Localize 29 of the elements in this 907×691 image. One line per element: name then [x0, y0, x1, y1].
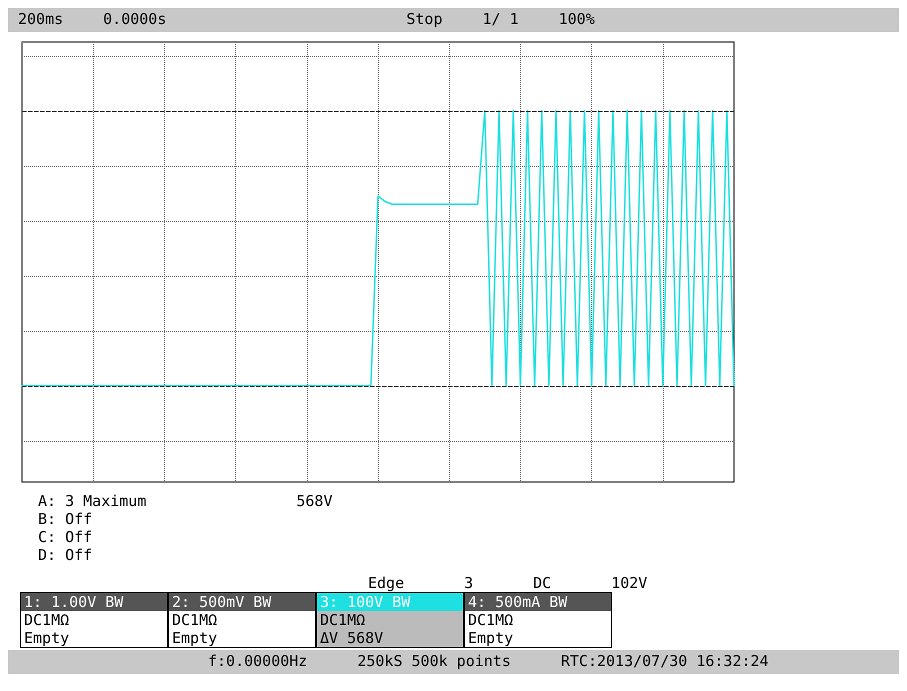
text: 4: 500mA BW: [465, 593, 611, 611]
text: DC1MΩ: [465, 611, 611, 629]
text: D: Off: [38, 546, 94, 564]
text: B: Off: [38, 510, 94, 528]
text: ΔV 568V: [317, 629, 463, 647]
text: 250kS 500k points: [357, 652, 511, 672]
text: Empty: [169, 629, 315, 647]
text: 1/ 1: [482, 10, 519, 30]
text: 2: 500mV BW: [169, 593, 315, 611]
text: DC1MΩ: [21, 611, 167, 629]
text: Stop: [406, 10, 442, 30]
text: 3: 100V BW: [317, 593, 463, 611]
text: 100%: [558, 10, 595, 30]
text: RTC:2013/07/30 16:32:24: [560, 652, 769, 672]
text: f:0.00000Hz: [208, 652, 308, 672]
text: A: 3 Maximum: [38, 492, 146, 510]
text: DC: [533, 574, 552, 592]
text: Empty: [465, 629, 611, 647]
text: DC1MΩ: [169, 611, 315, 629]
text: 1: 1.00V BW: [21, 593, 167, 611]
text: 102V: [611, 574, 648, 592]
text: 200ms: [18, 10, 64, 30]
text: 3: [464, 574, 474, 592]
text: C: Off: [38, 528, 94, 546]
text: 0.0000s: [103, 10, 166, 30]
text: Edge: [368, 574, 404, 592]
text: 568V: [296, 492, 332, 510]
text: DC1MΩ: [317, 611, 463, 629]
text: Empty: [21, 629, 167, 647]
